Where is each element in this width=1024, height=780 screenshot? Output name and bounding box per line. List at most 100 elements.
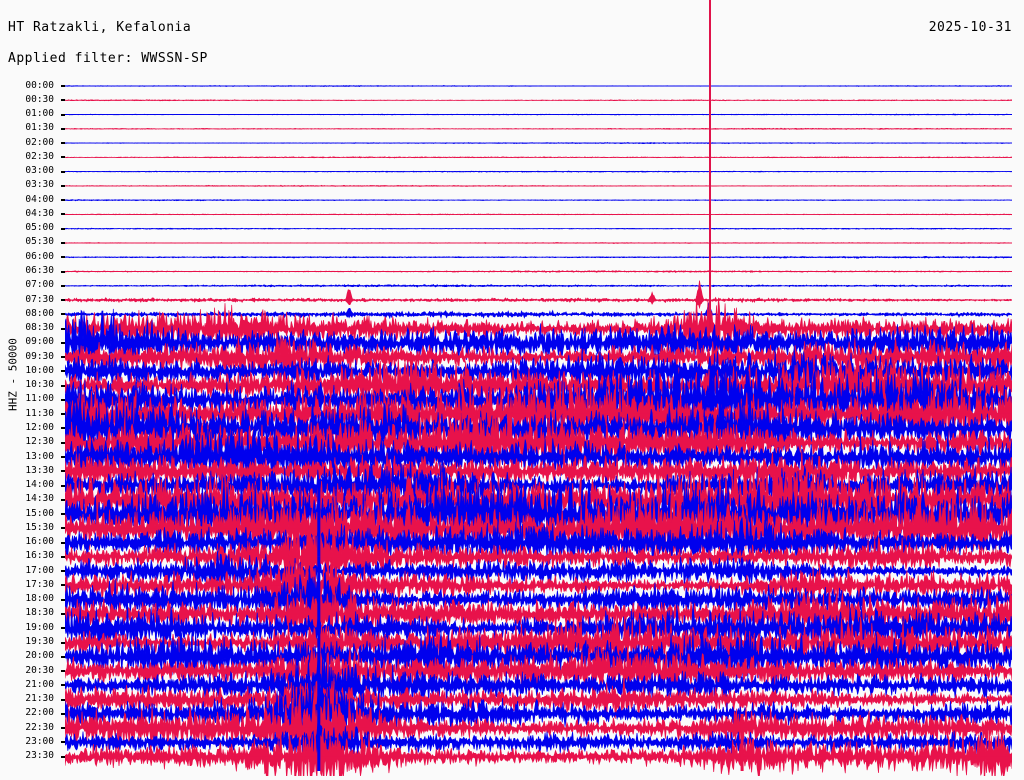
time-tick-label: 15:30 — [25, 521, 54, 533]
time-tick-mark — [61, 398, 65, 401]
time-tick-mark — [61, 555, 65, 558]
applied-filter-label: Applied filter: WWSSN-SP — [8, 51, 208, 66]
time-tick-label: 07:30 — [25, 293, 54, 305]
trace-row — [65, 199, 1012, 202]
trace-row — [65, 227, 1012, 230]
time-tick-mark — [61, 427, 65, 430]
trace-row — [65, 301, 1012, 320]
time-tick-mark — [61, 655, 65, 658]
time-tick-label: 13:00 — [25, 450, 54, 462]
time-tick-label: 06:00 — [25, 250, 54, 262]
time-tick-mark — [61, 142, 65, 145]
time-tick-label: 22:30 — [25, 721, 54, 733]
trace-row — [65, 184, 1012, 187]
time-tick-label: 00:00 — [25, 79, 54, 91]
trace-row — [65, 270, 1012, 273]
time-tick-label: 11:00 — [25, 393, 54, 405]
time-tick-label: 17:30 — [25, 578, 54, 590]
time-tick-mark — [61, 698, 65, 701]
time-tick-label: 14:30 — [25, 493, 54, 505]
time-tick-label: 12:00 — [25, 421, 54, 433]
time-tick-mark — [61, 184, 65, 187]
time-tick-mark — [61, 470, 65, 473]
time-tick-label: 21:30 — [25, 693, 54, 705]
time-tick-label: 14:00 — [25, 479, 54, 491]
time-tick-label: 19:30 — [25, 636, 54, 648]
time-tick-label: 16:30 — [25, 550, 54, 562]
time-tick-mark — [61, 441, 65, 444]
trace-row — [65, 654, 1012, 721]
time-tick-label: 21:00 — [25, 678, 54, 690]
time-tick-mark — [61, 484, 65, 487]
time-tick-label: 10:00 — [25, 364, 54, 376]
trace-row — [65, 280, 1012, 310]
time-tick-label: 09:30 — [25, 350, 54, 362]
time-tick-mark — [61, 270, 65, 273]
time-tick-mark — [61, 570, 65, 573]
time-tick-mark — [61, 156, 65, 159]
time-tick-label: 04:30 — [25, 207, 54, 219]
time-tick-label: 08:30 — [25, 322, 54, 334]
time-tick-mark — [61, 684, 65, 687]
time-tick-mark — [61, 199, 65, 202]
time-tick-mark — [61, 498, 65, 501]
time-tick-label: 08:00 — [25, 307, 54, 319]
time-tick-mark — [61, 227, 65, 230]
time-tick-mark — [61, 641, 65, 644]
time-tick-mark — [61, 513, 65, 516]
trace-row — [65, 242, 1012, 244]
time-tick-mark — [61, 612, 65, 615]
time-tick-label: 02:00 — [25, 136, 54, 148]
time-tick-mark — [61, 755, 65, 758]
time-tick-label: 04:00 — [25, 193, 54, 205]
trace-row — [65, 99, 1012, 102]
clipped-event-streak — [740, 713, 744, 771]
time-tick-label: 17:00 — [25, 564, 54, 576]
time-tick-label: 05:30 — [25, 236, 54, 248]
trace-row — [65, 141, 1012, 145]
trace-row — [65, 255, 1012, 259]
trace-row — [65, 170, 1012, 173]
time-tick-mark — [61, 413, 65, 416]
time-tick-label: 11:30 — [25, 407, 54, 419]
time-tick-label: 09:00 — [25, 336, 54, 348]
clipped-event-streak — [317, 556, 321, 771]
time-tick-label: 16:00 — [25, 536, 54, 548]
time-tick-mark — [61, 341, 65, 344]
time-tick-mark — [61, 241, 65, 244]
time-tick-label: 06:30 — [25, 265, 54, 276]
time-tick-label: 05:00 — [25, 222, 54, 234]
seismogram-plot — [65, 80, 1012, 776]
time-tick-mark — [61, 85, 65, 87]
trace-row — [65, 551, 1012, 620]
time-tick-label: 23:00 — [25, 735, 54, 747]
seismogram-traces — [65, 85, 1012, 776]
time-tick-label: 00:30 — [25, 93, 54, 105]
time-tick-mark — [61, 256, 65, 259]
time-axis: 00:00 00:30 01:00 01:30 02:00 02:30 03:00 03:30… — [0, 0, 66, 780]
trace-row — [65, 213, 1012, 216]
time-tick-label: 13:30 — [25, 464, 54, 476]
time-tick-mark — [61, 541, 65, 544]
station-title: HT Ratzakli, Kefalonia — [8, 20, 192, 35]
time-tick-mark — [61, 741, 65, 744]
time-marker-line — [709, 0, 711, 330]
trace-row — [65, 156, 1012, 159]
time-tick-mark — [61, 456, 65, 459]
trace-row — [65, 722, 1012, 776]
time-tick-mark — [61, 384, 65, 387]
trace-row — [65, 85, 1012, 88]
time-tick-mark — [61, 327, 65, 330]
time-tick-label: 01:00 — [25, 108, 54, 120]
time-tick-mark — [61, 313, 65, 316]
time-tick-label: 02:30 — [25, 150, 54, 162]
time-tick-mark — [61, 356, 65, 359]
trace-row — [65, 113, 1012, 116]
date-label: 2025-10-31 — [928, 20, 1012, 35]
time-tick-mark — [61, 113, 65, 116]
trace-row — [65, 284, 1012, 288]
trace-row — [65, 127, 1012, 130]
time-tick-mark — [61, 170, 65, 173]
time-tick-mark — [61, 527, 65, 530]
